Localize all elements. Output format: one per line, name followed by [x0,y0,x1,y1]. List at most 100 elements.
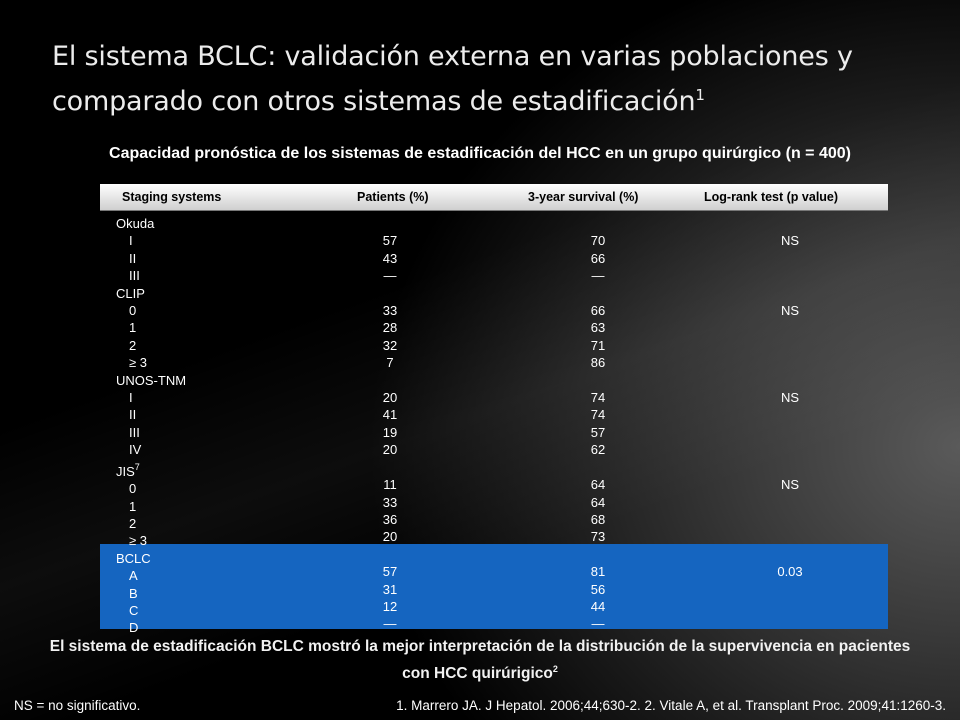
spacer [760,615,820,632]
patients-cell: 7 [386,355,394,371]
stage-label: 2 [129,337,137,353]
patients-cell: 36 [382,511,398,527]
patients-cell: 11 [383,477,397,493]
group-label: Okuda [116,216,155,231]
footnote-abbreviation: NS = no significativo. [14,698,141,713]
survival-cell: 64 [590,477,606,493]
group-label: JIS7 [116,461,140,479]
survival-cell: 74 [590,407,606,423]
stage-label: 0 [129,481,137,497]
patients-cell: 19 [382,424,398,440]
conclusion-reference: 2 [552,664,558,674]
spacer [760,581,820,598]
group-label: UNOS-TNM [116,372,187,388]
bclc-highlight [100,544,888,629]
survival-cell: 64 [590,494,606,510]
patients-cell: 57 [382,564,398,580]
p-value-cell: NS [780,303,800,319]
survival-cell: 71 [590,337,606,353]
spacer [760,406,820,423]
spacer [370,372,410,389]
slide-title-text: El sistema BCLC: validación externa en v… [52,41,853,117]
spacer [760,598,820,615]
spacer [370,546,410,563]
conclusion-body: El sistema de estadificación BCLC mostró… [49,638,911,682]
patients-cell: 20 [382,442,398,458]
stage-label: III [129,268,140,284]
group-label: CLIP [116,285,145,301]
stage-label: ≥ 3 [129,533,147,549]
stage-label: 2 [129,515,137,531]
spacer [760,337,820,354]
header-rule [100,210,888,211]
spacer [760,459,820,476]
header-staging-systems: Staging systems [122,190,222,204]
column-patients: 57 43— 33 28 32 7 20 41 19 20 11 33 36 20 57 31 12— [370,215,410,633]
survival-cell: 86 [590,355,606,371]
spacer [760,511,820,528]
patients-cell: 20 [382,390,398,406]
spacer [370,215,410,232]
spacer [760,319,820,336]
group-label-reference: 7 [134,461,140,472]
conclusion-text: El sistema de estadificación BCLC mostró… [40,636,920,685]
spacer [760,528,820,545]
stage-label: II [129,250,137,266]
p-value-cell: NS [780,390,800,406]
spacer [760,285,820,302]
spacer [760,250,820,267]
table-caption: Capacidad pronóstica de los sistemas de … [109,145,851,162]
spacer [370,285,410,302]
survival-cell: 73 [590,529,606,545]
header-survival: 3-year survival (%) [528,190,639,204]
patients-cell: — [383,616,397,632]
survival-cell: 70 [590,233,606,249]
patients-cell: 31 [382,581,398,597]
spacer [578,546,618,563]
spacer [760,494,820,511]
survival-cell: — [591,616,605,632]
spacer [578,372,618,389]
stage-label: C [129,602,139,618]
table-header: Staging systems Patients (%) 3-year surv… [100,184,888,210]
group-label: BCLC [116,550,151,566]
survival-cell: 68 [590,511,606,527]
stage-label: A [129,568,138,584]
stage-label: III [129,424,140,440]
column-survival: 70 66— 66 63 71 86 74 74 57 62 64 64 68 73 81 56 44— [578,215,618,633]
patients-cell: 57 [382,233,398,249]
staging-table: Staging systems Patients (%) 3-year surv… [100,184,888,635]
spacer [760,441,820,458]
survival-cell: 62 [590,442,606,458]
spacer [578,459,618,476]
stage-label: 1 [129,320,137,336]
p-value-cell: NS [780,233,800,249]
spacer [760,546,820,563]
stage-label: 0 [129,303,137,319]
stage-label: IV [129,442,142,458]
stage-label: 1 [129,498,137,514]
header-patients: Patients (%) [357,190,429,204]
slide-title: El sistema BCLC: validación externa en v… [52,38,912,121]
stage-label: II [129,407,137,423]
spacer [760,354,820,371]
spacer [760,215,820,232]
p-value-cell: NS [780,477,800,493]
survival-cell: 81 [590,564,606,580]
patients-cell: 41 [382,407,398,423]
spacer [760,372,820,389]
stage-label: ≥ 3 [129,355,147,371]
stage-label: D [129,620,139,636]
spacer [370,459,410,476]
survival-cell: 74 [590,390,606,406]
stage-label: I [129,233,133,249]
stage-label: B [129,585,138,601]
stage-label: I [129,390,133,406]
header-log-rank: Log-rank test (p value) [704,190,839,204]
spacer [578,215,618,232]
survival-cell: 66 [590,303,606,319]
spacer [578,285,618,302]
survival-cell: 66 [590,250,606,266]
patients-cell: 12 [382,598,398,614]
patients-cell: — [383,268,397,284]
